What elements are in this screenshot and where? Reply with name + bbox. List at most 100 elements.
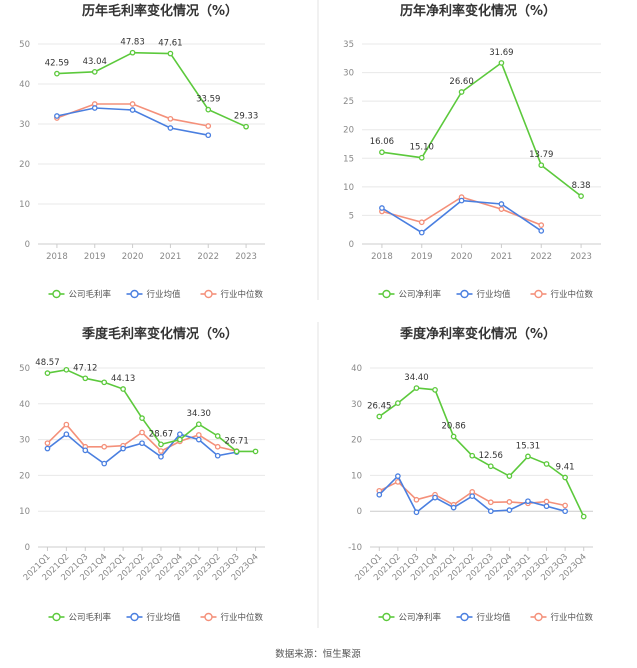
x-tick-label: 2019	[84, 252, 106, 262]
y-tick-label: 30	[343, 69, 354, 79]
y-tick-label: 30	[351, 400, 362, 410]
data-point	[205, 132, 212, 139]
data-point	[506, 507, 513, 513]
data-label: 47.61	[158, 39, 182, 49]
legend-item[interactable]: 公司净利率	[378, 289, 442, 300]
legend-item[interactable]: 行业中位数	[200, 289, 264, 300]
y-tick-label: 30	[19, 436, 30, 446]
data-label: 42.59	[45, 59, 69, 69]
legend-marker	[130, 612, 139, 622]
chart-title: 季度毛利率变化情况（%）	[81, 326, 238, 342]
data-point	[538, 228, 545, 234]
data-point	[450, 433, 457, 440]
data-point	[418, 219, 425, 226]
data-point	[214, 452, 221, 459]
y-tick-label: -10	[348, 543, 362, 553]
legend-marker	[460, 289, 469, 299]
data-label: 13.79	[529, 150, 553, 160]
data-point	[195, 421, 202, 428]
data-point	[167, 125, 174, 131]
data-point	[543, 461, 550, 467]
legend-marker	[52, 612, 61, 622]
data-point	[233, 448, 240, 455]
y-tick-label: 20	[351, 436, 362, 446]
data-point	[139, 429, 145, 436]
legend-marker	[460, 612, 469, 622]
data-label: 33.59	[196, 95, 220, 105]
chart-title: 历年净利率变化情况（%）	[400, 3, 556, 19]
data-point	[525, 498, 531, 505]
data-point	[498, 206, 505, 212]
legend-item[interactable]: 行业均值	[456, 612, 512, 623]
y-tick-label: 10	[19, 507, 30, 517]
data-point	[538, 222, 545, 228]
data-point	[54, 113, 60, 119]
data-point	[376, 491, 383, 498]
data-point	[167, 50, 174, 57]
data-point	[129, 101, 136, 107]
data-label: 15.10	[410, 143, 434, 153]
legend-item[interactable]: 公司毛利率	[48, 612, 112, 623]
legend-item[interactable]: 行业均值	[126, 289, 182, 300]
annual-net-margin-chart: 历年净利率变化情况（%） 0 5 10 15 20 25 30 35 2018 2019 2020 20…	[343, 3, 601, 300]
data-label: 26.71	[224, 436, 248, 446]
y-tick-label: 0	[349, 240, 354, 250]
legend-marker	[534, 612, 543, 622]
data-point	[44, 440, 51, 447]
data-label: 29.33	[234, 112, 258, 122]
data-point	[195, 432, 202, 438]
y-tick-label: 5	[349, 211, 354, 221]
y-tick-label: 15	[343, 154, 354, 164]
data-point	[487, 499, 494, 506]
legend-item[interactable]: 公司毛利率	[48, 289, 112, 300]
legend-item[interactable]: 行业中位数	[530, 289, 594, 300]
data-point	[177, 436, 183, 443]
legend-marker	[204, 612, 213, 622]
data-label: 44.13	[111, 374, 135, 384]
legend-label: 公司净利率	[399, 612, 442, 623]
data-point	[54, 70, 60, 77]
data-point	[413, 385, 420, 391]
quarterly-gross-margin-chart: 季度毛利率变化情况（%）010203040502021Q12021Q22021Q…	[19, 326, 265, 623]
legend-item[interactable]: 行业均值	[126, 612, 182, 623]
legend-item[interactable]: 公司净利率	[378, 612, 442, 623]
legend-marker	[534, 289, 543, 299]
y-tick-label: 40	[19, 400, 30, 410]
data-label: 9.41	[556, 463, 575, 473]
data-point	[543, 498, 550, 505]
series-line-0	[47, 368, 256, 453]
y-tick-label: 10	[19, 200, 30, 210]
y-tick-label: 20	[343, 126, 354, 136]
data-point	[139, 415, 145, 421]
data-label: 8.38	[572, 181, 591, 191]
legend-label: 行业中位数	[551, 612, 594, 623]
legend-label: 公司净利率	[399, 289, 442, 300]
data-point	[139, 440, 145, 447]
data-point	[63, 431, 70, 438]
y-tick-label: 50	[19, 364, 30, 374]
data-label: 20.86	[441, 422, 465, 432]
data-point	[91, 68, 98, 75]
chart-title: 历年毛利率变化情况（%）	[82, 3, 238, 19]
x-tick-label: 2019	[411, 252, 433, 262]
data-point	[432, 494, 438, 501]
data-point	[177, 431, 183, 438]
data-point	[458, 197, 465, 204]
x-tick-label: 2018	[371, 252, 393, 262]
legend-item[interactable]: 行业均值	[456, 289, 512, 300]
x-tick-label: 2020	[122, 252, 144, 262]
data-point	[562, 474, 568, 481]
data-point	[498, 60, 505, 66]
legend-marker	[382, 289, 391, 299]
legend-label: 公司毛利率	[69, 289, 112, 300]
data-point	[158, 453, 164, 460]
x-tick-label: 2021	[491, 252, 513, 262]
data-point	[432, 386, 438, 393]
x-tick-label: 2023	[570, 252, 592, 262]
data-point	[101, 443, 108, 450]
legend-item[interactable]: 行业中位数	[530, 612, 594, 623]
data-label: 16.06	[370, 137, 394, 147]
legend-item[interactable]: 行业中位数	[200, 612, 264, 623]
data-label: 47.83	[120, 38, 144, 48]
data-point	[44, 445, 51, 452]
